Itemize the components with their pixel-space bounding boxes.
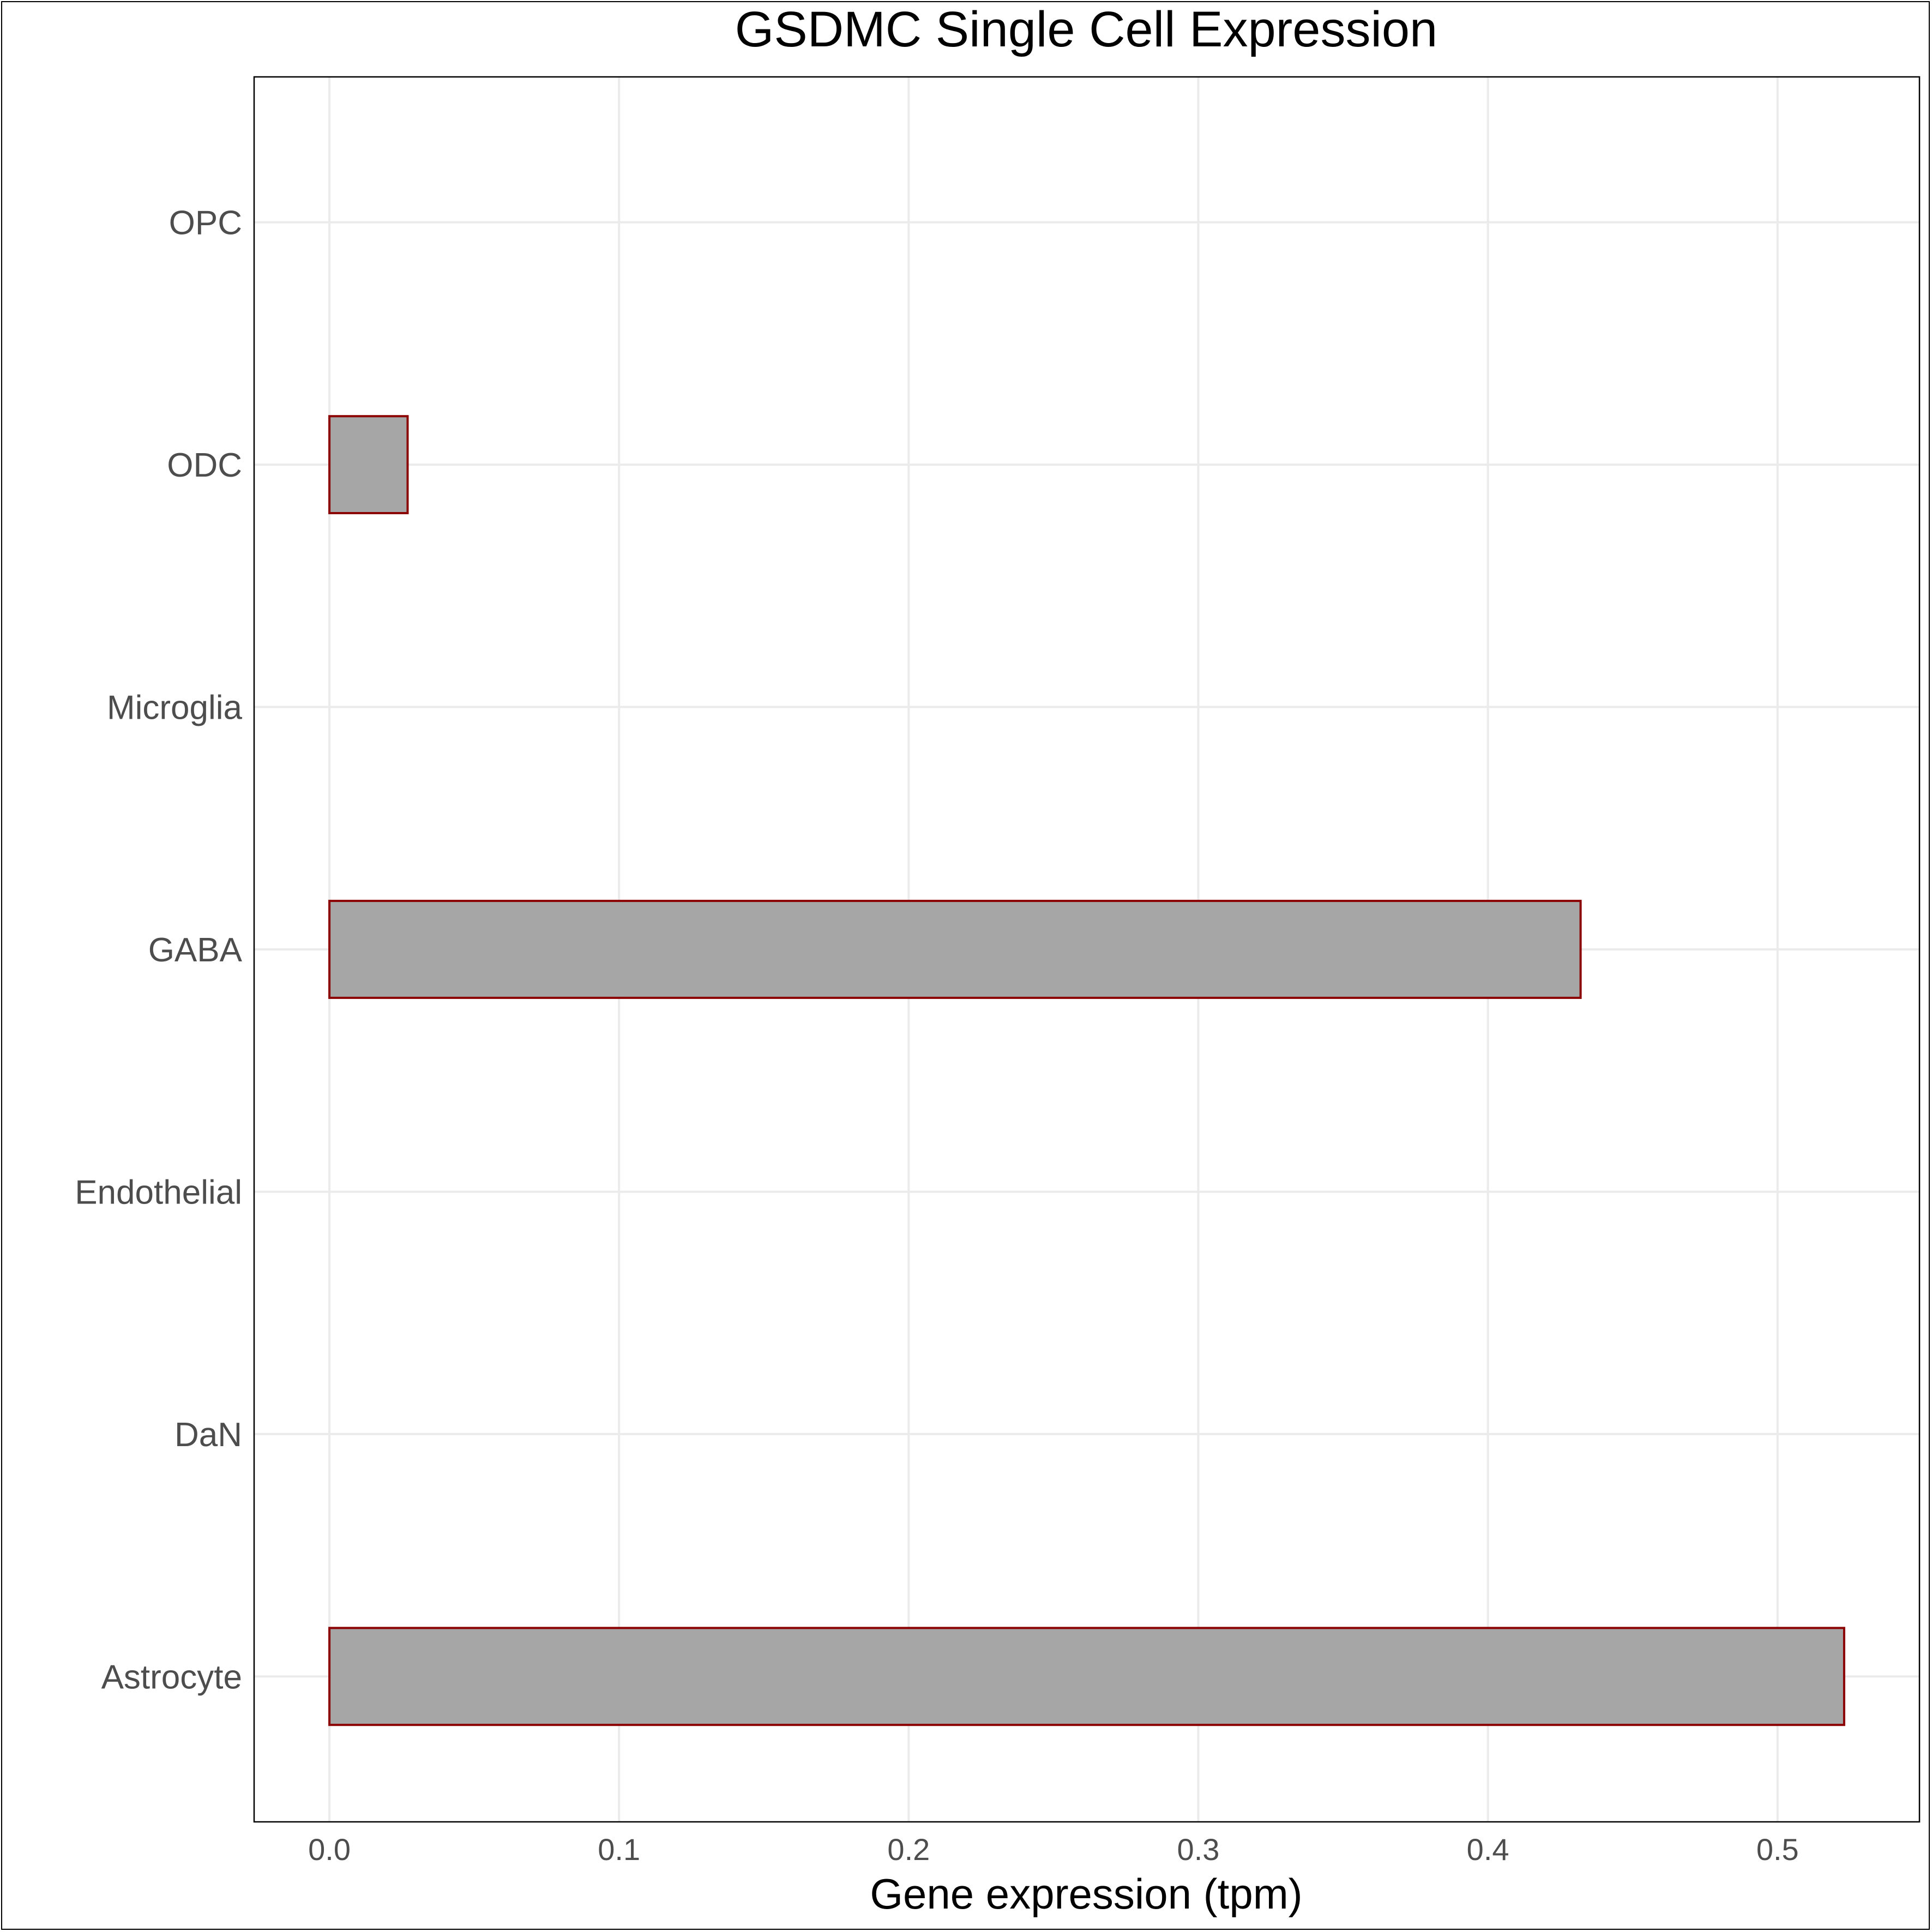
x-axis-label: Gene expression (tpm) <box>870 1870 1302 1918</box>
bar-odc <box>328 415 409 514</box>
bars <box>328 415 1845 1726</box>
x-tick-label: 0.3 <box>1177 1832 1220 1867</box>
y-axis-tick-labels: Astrocyte DaN Endothelial GABA Microglia ODC O… <box>75 204 242 1696</box>
bar-astrocyte <box>328 1627 1845 1726</box>
x-tick-label: 0.1 <box>598 1832 640 1867</box>
plot-panel-border <box>253 76 1921 1823</box>
chart-title: GSDMC Single Cell Expression <box>735 2 1437 57</box>
x-tick-label: 0.5 <box>1756 1832 1799 1867</box>
y-tick-label: ODC <box>167 447 242 484</box>
x-axis-tick-labels: 0.0 0.1 0.2 0.3 0.4 0.5 <box>308 1832 1799 1867</box>
x-tick-label: 0.2 <box>887 1832 930 1867</box>
x-tick-label: 0.0 <box>308 1832 351 1867</box>
y-tick-label: GABA <box>148 931 243 969</box>
x-tick-label: 0.4 <box>1467 1832 1509 1867</box>
y-tick-label: Astrocyte <box>101 1658 242 1696</box>
y-tick-label: DaN <box>174 1416 242 1454</box>
y-tick-label: Microglia <box>107 689 243 727</box>
y-tick-label: Endothelial <box>75 1173 242 1211</box>
bar-gaba <box>328 900 1582 999</box>
y-tick-label: OPC <box>169 204 242 242</box>
